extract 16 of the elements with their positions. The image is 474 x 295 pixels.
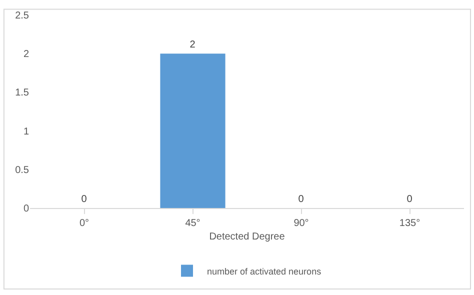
y-tick-label: 1 <box>23 126 30 138</box>
data-label: 0 <box>81 194 88 205</box>
x-tick-label: 90° <box>294 218 309 229</box>
x-axis-title: Detected Degree <box>209 232 286 242</box>
legend-label: number of activated neurons <box>207 266 322 276</box>
data-label: 0 <box>406 194 413 205</box>
x-tick-label: 135° <box>399 218 420 229</box>
y-tick-label: 0 <box>23 204 30 214</box>
x-tick-label: 45° <box>185 218 200 229</box>
y-tick-label: 2.5 <box>15 10 30 22</box>
data-label: 0 <box>298 194 304 205</box>
y-tick-label: 0.5 <box>15 164 30 176</box>
y-tick-label: 2 <box>23 49 30 60</box>
y-tick-label: 1.5 <box>15 88 30 99</box>
data-label: 2 <box>190 40 196 51</box>
x-tick-label: 0° <box>79 218 90 229</box>
